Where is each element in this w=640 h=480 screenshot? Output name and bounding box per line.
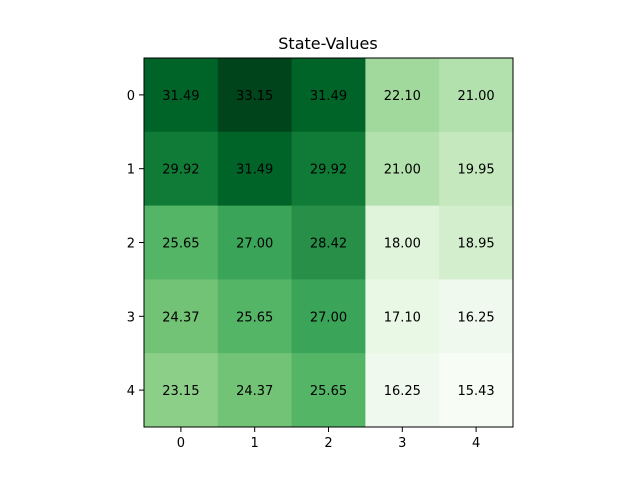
- heatmap-cell-1-0: [144, 131, 219, 207]
- heatmap-cell-4-1: [217, 353, 293, 428]
- heatmap-cell-4-3: [365, 353, 440, 428]
- heatmap-cell-2-0: [144, 205, 219, 280]
- cell-value-label-2-4: 18.95: [457, 237, 494, 252]
- x-tick-label-0: 0: [177, 436, 185, 451]
- cell-value-label-4-4: 15.43: [457, 384, 494, 399]
- cell-value-label-2-2: 28.42: [310, 237, 347, 252]
- heatmap-cell-2-1: [217, 205, 293, 280]
- heatmap-cell-2-3: [365, 205, 440, 280]
- cell-value-label-0-3: 22.10: [384, 89, 421, 104]
- cell-value-label-3-0: 24.37: [162, 310, 199, 325]
- heatmap-cell-2-4: [439, 205, 514, 280]
- cell-value-label-1-2: 29.92: [310, 163, 347, 178]
- plot-frame: [143, 57, 514, 428]
- x-tick-label-4: 4: [472, 436, 480, 451]
- heatmap-cells: 31.49 33.15 31.49 22.10 21.00 29.92 31.49 29.92…: [144, 58, 514, 428]
- y-tick-label-4: 4: [127, 384, 135, 399]
- cell-value-label-1-1: 31.49: [236, 163, 273, 178]
- y-tick-label-3: 3: [127, 310, 135, 325]
- cell-value-label-2-1: 27.00: [236, 237, 273, 252]
- cell-value-label-2-0: 25.65: [162, 237, 199, 252]
- x-tick-label-2: 2: [324, 436, 332, 451]
- heatmap-cell-1-1: [217, 131, 293, 207]
- chart-title: State-Values: [278, 34, 377, 53]
- cell-value-label-2-3: 18.00: [384, 237, 421, 252]
- x-tick-label-1: 1: [251, 436, 259, 451]
- cell-value-label-4-2: 25.65: [310, 384, 347, 399]
- cell-value-label-3-3: 17.10: [384, 310, 421, 325]
- cell-value-label-3-1: 25.65: [236, 310, 273, 325]
- cell-value-label-0-4: 21.00: [457, 89, 494, 104]
- cell-value-label-4-3: 16.25: [384, 384, 421, 399]
- heatmap-cell-0-1: [217, 58, 293, 133]
- heatmap-cell-4-4: [439, 353, 514, 428]
- heatmap-cell-3-3: [365, 279, 440, 354]
- cell-value-label-4-1: 24.37: [236, 384, 273, 399]
- heatmap-cell-2-2: [291, 205, 366, 280]
- heatmap-cell-3-0: [144, 279, 219, 354]
- cell-value-label-1-0: 29.92: [162, 163, 199, 178]
- cell-value-label-3-4: 16.25: [457, 310, 494, 325]
- heatmap-cell-3-2: [291, 279, 366, 354]
- heatmap-cell-3-4: [439, 279, 514, 354]
- cell-value-label-0-2: 31.49: [310, 89, 347, 104]
- heatmap-cell-0-0: [144, 58, 219, 133]
- cell-value-label-4-0: 23.15: [162, 384, 199, 399]
- x-axis-ticks: 0 1 2 3 4: [177, 427, 480, 451]
- cell-value-label-0-0: 31.49: [162, 89, 199, 104]
- y-tick-label-1: 1: [127, 163, 135, 178]
- y-tick-label-0: 0: [127, 89, 135, 104]
- cell-value-label-0-1: 33.15: [236, 89, 273, 104]
- heatmap-cell-3-1: [217, 279, 293, 354]
- heatmap-cell-0-2: [291, 58, 366, 133]
- cell-value-label-1-3: 21.00: [384, 163, 421, 178]
- heatmap-cell-4-0: [144, 353, 219, 428]
- cell-value-label-3-2: 27.00: [310, 310, 347, 325]
- x-tick-label-3: 3: [398, 436, 406, 451]
- y-tick-label-2: 2: [127, 237, 135, 252]
- y-axis-ticks: 0 1 2 3 4: [127, 89, 144, 399]
- heatmap-cell-4-2: [291, 353, 366, 428]
- cell-value-label-1-4: 19.95: [457, 163, 494, 178]
- heatmap-cell-1-2: [291, 131, 366, 207]
- heatmap-cell-0-3: [365, 58, 440, 133]
- heatmap-cell-1-4: [439, 131, 514, 207]
- heatmap-cell-1-3: [365, 131, 440, 207]
- heatmap-cell-0-4: [439, 58, 514, 133]
